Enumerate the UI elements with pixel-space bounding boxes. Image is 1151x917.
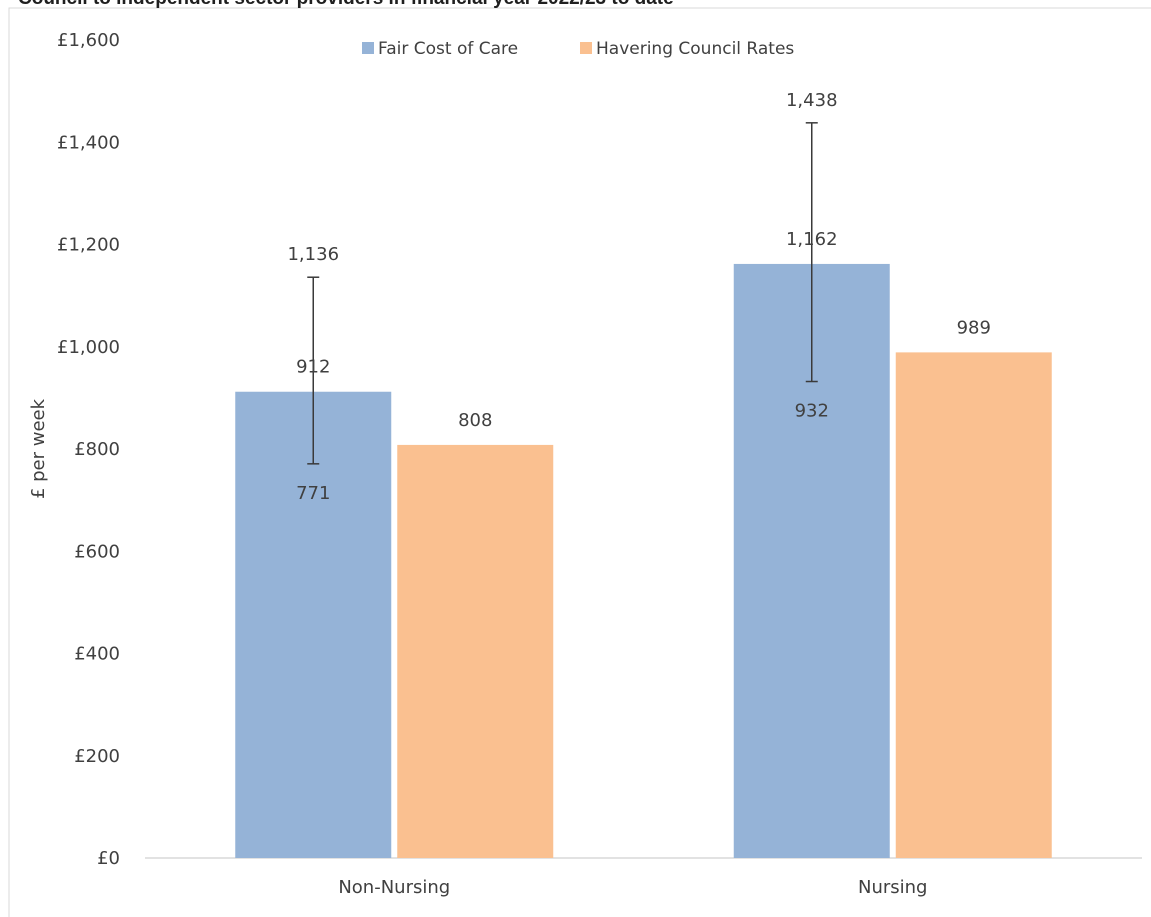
y-tick-label: £600 <box>74 541 120 562</box>
y-axis-label: £ per week <box>28 398 49 499</box>
y-axis: £0 £200 £400 £600 £800 £1,000 £1,200 £1,400 £1,6… <box>57 30 120 869</box>
y-tick-label: £800 <box>74 439 120 460</box>
x-tick-label: Nursing <box>858 877 928 898</box>
bar-fair-cost-of-care <box>235 391 392 858</box>
legend-swatch-havering-council-rates <box>580 42 592 54</box>
bar-value-label: 912 <box>296 357 330 378</box>
y-tick-label: £0 <box>97 848 120 869</box>
bar-havering-council-rates <box>895 352 1052 858</box>
error-low-label: 771 <box>296 483 330 504</box>
legend: Fair Cost of Care Havering Council Rates <box>362 39 794 59</box>
legend-label: Havering Council Rates <box>596 39 794 59</box>
x-axis: Non-Nursing Nursing <box>338 877 927 898</box>
y-tick-label: £1,000 <box>57 337 120 358</box>
y-tick-label: £200 <box>74 746 120 767</box>
chart-title: Council to independent sector providers … <box>18 0 674 9</box>
y-tick-label: £1,200 <box>57 235 120 256</box>
y-tick-label: £400 <box>74 644 120 665</box>
y-tick-label: £1,600 <box>57 30 120 51</box>
data-labels: 1,136 771 912 808 1,438 932 1,162 989 <box>287 90 990 504</box>
bar-value-label: 989 <box>957 317 991 338</box>
legend-label: Fair Cost of Care <box>378 39 518 59</box>
bar-value-label: 808 <box>458 410 492 431</box>
error-high-label: 1,136 <box>287 244 339 265</box>
error-high-label: 1,438 <box>786 90 838 111</box>
y-tick-label: £1,400 <box>57 132 120 153</box>
error-low-label: 932 <box>795 401 829 422</box>
error-bars <box>307 122 818 465</box>
bars <box>235 263 1052 858</box>
x-tick-label: Non-Nursing <box>338 877 450 898</box>
bar-value-label: 1,162 <box>786 229 838 250</box>
bar-havering-council-rates <box>397 444 554 858</box>
legend-swatch-fair-cost-of-care <box>362 42 374 54</box>
